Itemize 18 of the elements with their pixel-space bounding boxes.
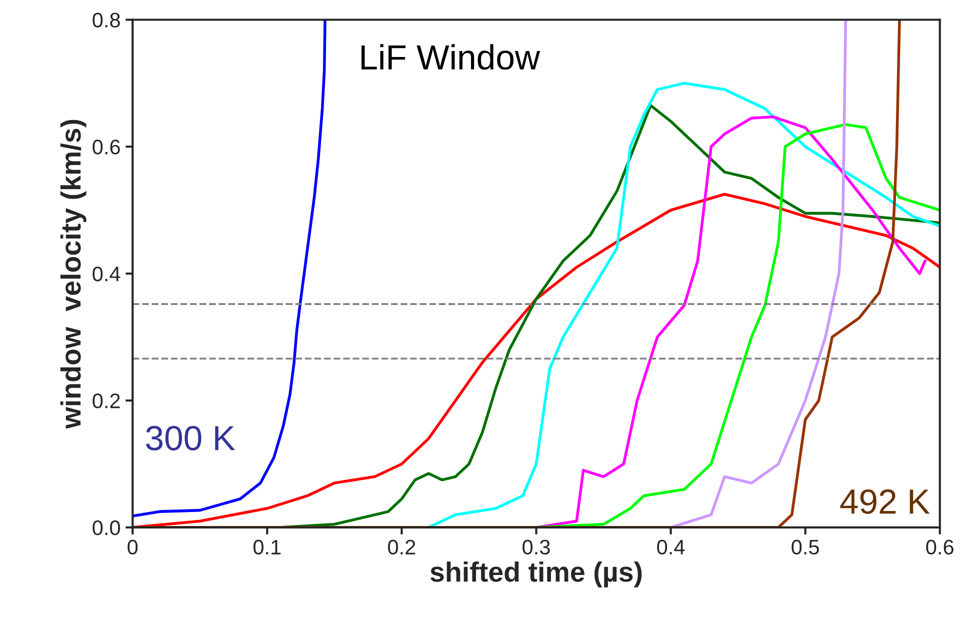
x-tick-label: 0	[128, 540, 138, 555]
x-tick-label: 0.1	[253, 540, 281, 555]
x-tick-label: 0.6	[926, 540, 954, 555]
x-tick-label: 0.2	[388, 540, 416, 555]
y-tick-label: 0.4	[92, 266, 120, 282]
line-series	[132, 20, 326, 518]
y-tick-label: 0.8	[92, 12, 120, 28]
y-tick-label: 0.6	[92, 140, 120, 154]
y-tick-label: 0.2	[92, 394, 120, 408]
y-axis-title: window velocity (km/s)	[60, 120, 86, 429]
x-tick-label: 0.5	[792, 540, 819, 555]
annotation: 492 K	[840, 489, 930, 514]
annotation: LiF Window	[361, 44, 540, 70]
annotation: 300 K	[146, 426, 236, 450]
x-axis-title: shifted time (µs)	[430, 561, 642, 588]
x-tick-label: 0.3	[522, 540, 550, 555]
x-tick-label: 0.4	[657, 540, 685, 555]
y-tick-label: 0.0	[92, 520, 120, 536]
